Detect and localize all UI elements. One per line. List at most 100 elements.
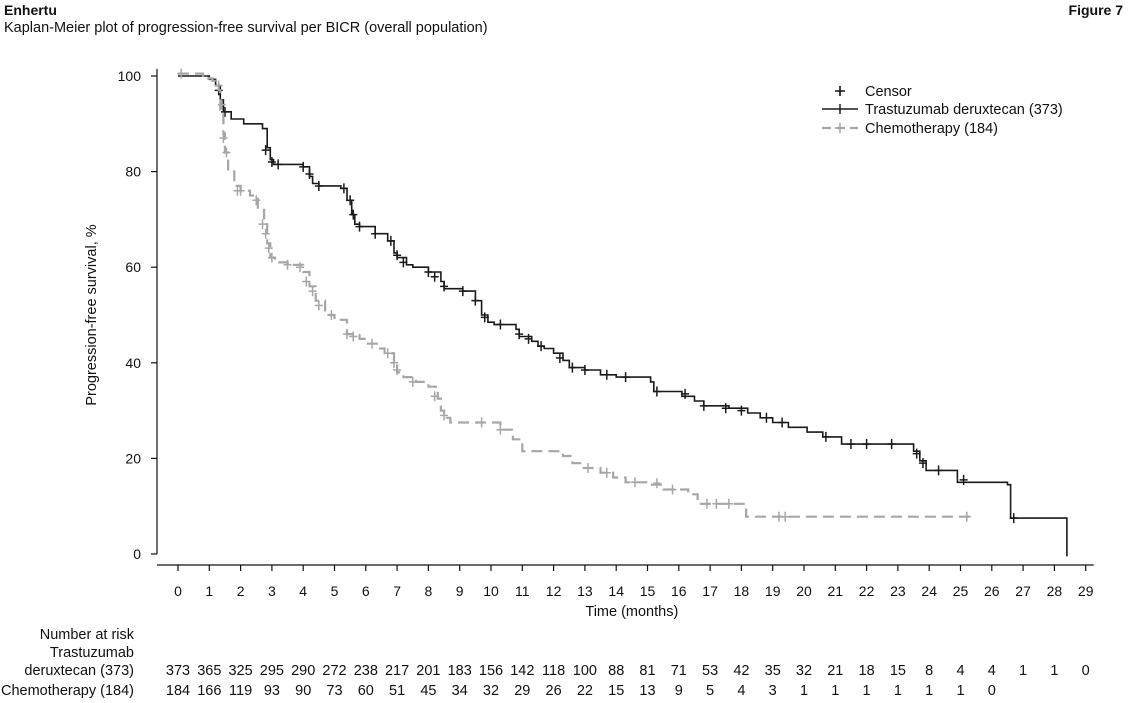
series-trastuzumab-deruxtecan-censor-mark <box>862 439 871 450</box>
risk-table: Number at risk Trastuzumab deruxtecan (373… <box>1 627 1090 699</box>
series-chemotherapy-censor-mark <box>252 195 261 206</box>
series-chemotherapy-censor-mark <box>602 467 611 478</box>
series-chemotherapy-censor-mark <box>217 99 226 110</box>
series-chemotherapy-censor-mark <box>349 331 358 342</box>
risk-count: 71 <box>671 663 687 679</box>
y-tick-label: 60 <box>125 259 141 275</box>
risk-count: 1 <box>894 683 902 699</box>
series-trastuzumab-deruxtecan-censor-mark <box>887 439 896 450</box>
legend-censor-label: Censor <box>865 84 912 100</box>
series-chemotherapy-censor-mark <box>296 262 305 273</box>
series-trastuzumab-deruxtecan-censor-mark <box>1009 513 1018 524</box>
series-chemotherapy-censor-mark <box>430 391 439 402</box>
risk-count: 325 <box>228 663 252 679</box>
risk-count: 15 <box>890 663 906 679</box>
x-tick-label: 28 <box>1047 583 1063 599</box>
risk-count: 183 <box>448 663 472 679</box>
risk-count: 29 <box>514 683 530 699</box>
risk-count: 272 <box>322 663 346 679</box>
risk-count: 13 <box>639 683 655 699</box>
series-chemotherapy-censor-mark <box>477 417 486 428</box>
x-tick-label: 13 <box>577 583 593 599</box>
series-chemotherapy-censor-mark <box>368 338 377 349</box>
risk-count: 4 <box>956 663 964 679</box>
series-chemotherapy-censor-mark <box>214 80 223 91</box>
risk-count: 35 <box>765 663 781 679</box>
series-trastuzumab-deruxtecan-censor-mark <box>821 431 830 442</box>
risk-count: 22 <box>577 683 593 699</box>
x-tick-label: 17 <box>702 583 718 599</box>
series-trastuzumab-deruxtecan-censor-mark <box>314 180 323 191</box>
series-chemotherapy-censor-mark <box>668 484 677 495</box>
risk-row-label: Trastuzumab <box>50 645 134 661</box>
risk-count: 4 <box>988 663 996 679</box>
series-trastuzumab-deruxtecan-censor-mark <box>515 329 524 340</box>
series-chemotherapy-censor-mark <box>962 511 971 522</box>
legend: Censor Trastuzumab deruxtecan (373) Chemot… <box>822 84 1063 137</box>
risk-count: 51 <box>389 683 405 699</box>
x-tick-label: 9 <box>456 583 464 599</box>
risk-count: 201 <box>416 663 440 679</box>
risk-count: 5 <box>706 683 714 699</box>
series-chemotherapy-censor-mark <box>258 219 267 230</box>
risk-count: 26 <box>546 683 562 699</box>
series-chemotherapy-censor-mark <box>267 252 276 263</box>
risk-count: 93 <box>264 683 280 699</box>
risk-count: 9 <box>675 683 683 699</box>
risk-count: 53 <box>702 663 718 679</box>
series-trastuzumab-deruxtecan-censor-mark <box>299 161 308 172</box>
series-chemotherapy-censor-mark <box>264 243 273 254</box>
curves <box>177 68 1068 557</box>
risk-count: 118 <box>542 663 565 679</box>
risk-count: 0 <box>1082 663 1090 679</box>
series-trastuzumab-deruxtecan-censor-mark <box>274 159 283 170</box>
risk-count: 142 <box>510 663 534 679</box>
series-trastuzumab-deruxtecan-censor-mark <box>846 439 855 450</box>
x-axis-label: Time (months) <box>585 604 678 620</box>
series-trastuzumab-deruxtecan-line <box>178 75 1068 557</box>
risk-count: 1 <box>1019 663 1027 679</box>
series-chemotherapy-censor-mark <box>781 511 790 522</box>
x-tick-label: 20 <box>796 583 812 599</box>
chart-subtitle: Kaplan-Meier plot of progression-free su… <box>4 20 488 36</box>
x-tick-label: 5 <box>331 583 339 599</box>
x-tick-label: 29 <box>1078 583 1094 599</box>
x-tick-label: 21 <box>828 583 844 599</box>
series-chemotherapy-censor-mark <box>283 259 292 270</box>
series-trastuzumab-deruxtecan-censor-mark <box>339 183 348 194</box>
risk-table-title: Number at risk <box>40 627 135 643</box>
series-chemotherapy-censor-mark <box>408 376 417 387</box>
risk-count: 184 <box>166 683 190 699</box>
series-trastuzumab-deruxtecan-censor-mark <box>346 195 355 206</box>
series-trastuzumab-deruxtecan-censor-mark <box>471 295 480 306</box>
series-chemotherapy-censor-mark <box>343 329 352 340</box>
risk-count: 1 <box>863 683 871 699</box>
legend-chemo-censor <box>835 123 845 133</box>
series-trastuzumab-deruxtecan-censor-mark <box>912 448 921 459</box>
series-trastuzumab-deruxtecan-censor-mark <box>267 157 276 168</box>
risk-count: 21 <box>827 663 843 679</box>
x-tick-label: 3 <box>268 583 276 599</box>
series-trastuzumab-deruxtecan-censor-mark <box>480 312 489 323</box>
series-chemotherapy-censor-mark <box>314 300 323 311</box>
risk-count: 166 <box>197 683 221 699</box>
risk-count: 4 <box>737 683 745 699</box>
series-trastuzumab-deruxtecan-censor-mark <box>602 369 611 380</box>
series-chemotherapy-censor-mark <box>652 478 661 489</box>
series-trastuzumab-deruxtecan-censor-mark <box>496 319 505 330</box>
risk-count: 32 <box>483 683 499 699</box>
x-tick-label: 25 <box>953 583 969 599</box>
x-tick-label: 6 <box>362 583 370 599</box>
risk-count: 1 <box>831 683 839 699</box>
legend-censor-symbol <box>835 86 845 96</box>
series-trastuzumab-deruxtecan-censor-mark <box>355 221 364 232</box>
series-trastuzumab-deruxtecan-censor-mark <box>386 235 395 246</box>
x-tick-label: 8 <box>425 583 433 599</box>
series-trastuzumab-deruxtecan-censor-mark <box>721 403 730 414</box>
risk-count: 15 <box>608 683 624 699</box>
risk-count: 295 <box>260 663 284 679</box>
series-chemotherapy-censor-mark <box>222 147 231 158</box>
risk-count: 8 <box>925 663 933 679</box>
x-tick-label: 2 <box>237 583 245 599</box>
series-chemotherapy-censor-mark <box>496 424 505 435</box>
